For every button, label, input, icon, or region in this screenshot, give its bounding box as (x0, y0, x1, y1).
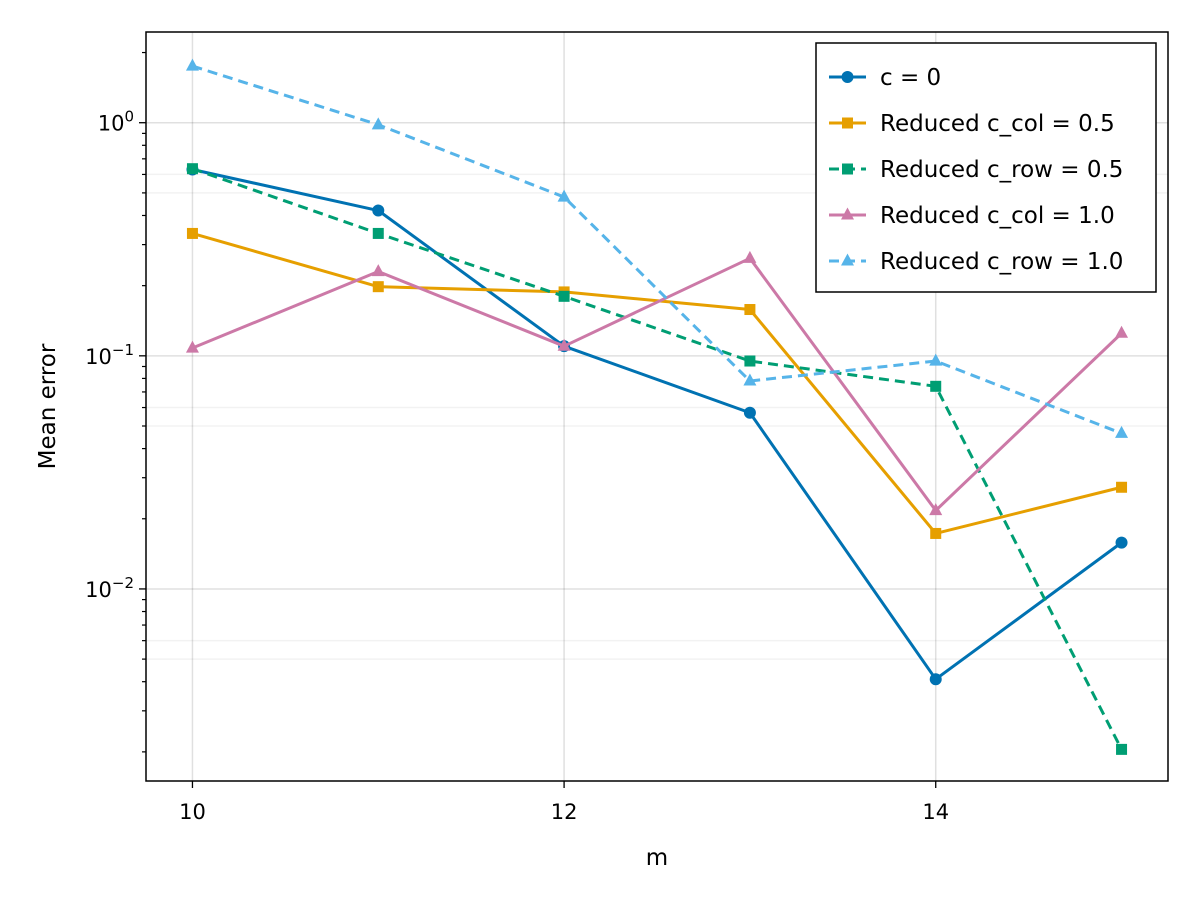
x-tick-label: 10 (179, 800, 206, 824)
series-line (191, 256, 1123, 513)
legend-item: Reduced c_col = 0.5 (829, 111, 1115, 137)
data-point (372, 227, 384, 239)
data-point (371, 117, 385, 130)
y-tick-label: 10−1 (85, 341, 134, 369)
legend-marker (841, 253, 854, 266)
plot-frame (145, 31, 1169, 782)
x-tick-label: 12 (551, 800, 578, 824)
data-point (930, 380, 942, 392)
legend-marker (842, 163, 853, 175)
data-point (371, 264, 385, 277)
data-point (558, 290, 570, 302)
legend-label: Reduced c_row = 0.5 (880, 157, 1123, 183)
legend-item: c = 0 (829, 65, 941, 91)
series-4 (185, 250, 1129, 516)
y-tick-label: 10−2 (85, 574, 134, 602)
legend-label: c = 0 (880, 65, 941, 91)
data-point (372, 204, 385, 217)
data-point (743, 250, 757, 263)
data-point (1115, 425, 1129, 438)
data-point (557, 338, 571, 351)
legend-item: Reduced c_row = 0.5 (829, 157, 1123, 183)
data-point (186, 163, 198, 175)
series-line (191, 64, 1123, 435)
data-point (744, 355, 756, 367)
data-point (1116, 743, 1128, 755)
legend-label: Reduced c_col = 1.0 (880, 203, 1115, 229)
series-line (192, 168, 1123, 681)
series-5 (185, 58, 1129, 438)
axes: 100 10−1 10−2 10 12 14 (85, 51, 949, 824)
data-point (743, 373, 757, 386)
data-point (185, 58, 199, 71)
grid (146, 32, 1168, 781)
x-axis-label: m (646, 845, 668, 871)
data-point (930, 527, 942, 539)
data-point (557, 189, 571, 202)
series-line (191, 167, 1123, 751)
legend-marker (841, 207, 854, 220)
series-3 (186, 163, 1128, 755)
data-point (929, 673, 942, 686)
data-point (185, 340, 199, 353)
data-point (929, 353, 943, 366)
y-tick-label: 100 (98, 108, 134, 136)
legend: c = 0 Reduced c_col = 0.5 Reduced c_row = … (815, 42, 1157, 293)
data-point (743, 406, 756, 419)
data-point (1116, 481, 1128, 493)
data-point (929, 503, 943, 516)
legend-box (815, 42, 1157, 293)
legend-label: Reduced c_row = 1.0 (880, 249, 1123, 275)
series-layer (185, 58, 1129, 755)
legend-label: Reduced c_col = 0.5 (880, 111, 1115, 137)
legend-marker (842, 117, 853, 129)
data-point (744, 304, 756, 316)
data-point (1115, 325, 1129, 338)
x-tick-label: 14 (922, 800, 949, 824)
data-point (372, 281, 384, 293)
legend-marker (841, 71, 854, 83)
y-axis-label: Mean error (35, 343, 61, 469)
data-point (186, 227, 198, 239)
legend-item: Reduced c_col = 1.0 (829, 203, 1115, 229)
data-point (1115, 536, 1128, 549)
legend-item: Reduced c_row = 1.0 (829, 249, 1123, 275)
